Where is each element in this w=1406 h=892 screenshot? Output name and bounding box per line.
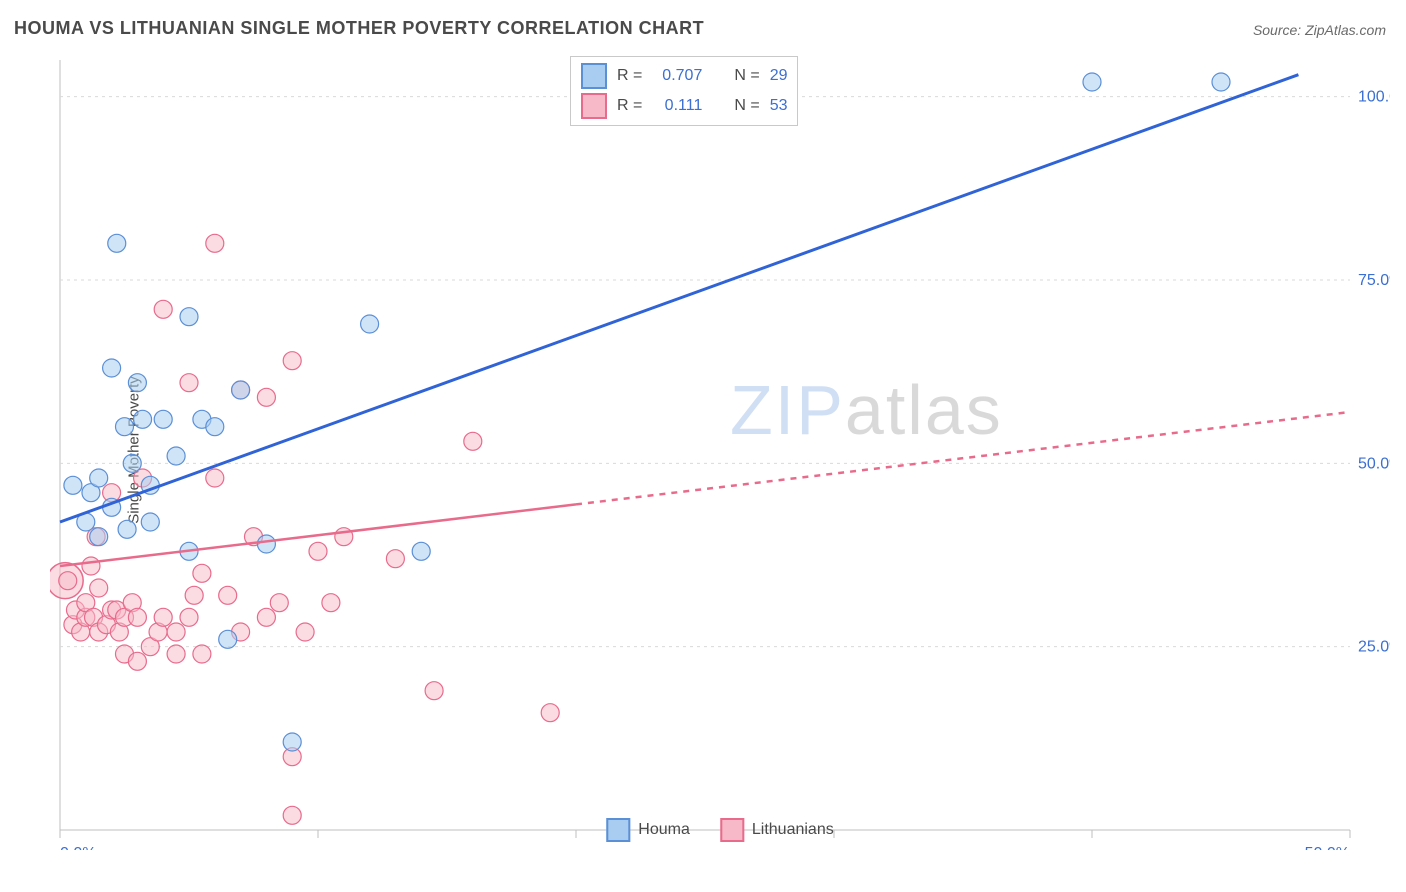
r-value: 0.707 xyxy=(652,67,702,85)
r-label: R = xyxy=(617,97,642,115)
legend-swatch xyxy=(606,818,630,842)
legend-row: R = 0.707 N = 29 xyxy=(581,61,787,91)
svg-text:50.0%: 50.0% xyxy=(1358,455,1390,472)
svg-text:25.0%: 25.0% xyxy=(1358,639,1390,656)
legend-item-lithuanians: Lithuanians xyxy=(720,818,834,842)
n-value: 53 xyxy=(770,97,788,115)
svg-text:0.0%: 0.0% xyxy=(60,845,96,850)
legend-label: Lithuanians xyxy=(752,821,834,839)
chart-title: HOUMA VS LITHUANIAN SINGLE MOTHER POVERT… xyxy=(14,18,704,39)
legend-swatch-lithuanians xyxy=(581,93,607,119)
n-label: N = xyxy=(734,67,759,85)
correlation-legend: R = 0.707 N = 29 R = 0.111 N = 53 xyxy=(570,56,798,126)
svg-text:100.0%: 100.0% xyxy=(1358,89,1390,106)
scatter-chart: 25.0% 50.0% 75.0% 100.0% 0.0% 50.0% xyxy=(50,50,1390,850)
legend-label: Houma xyxy=(638,821,690,839)
legend-swatch-houma xyxy=(581,63,607,89)
legend-item-houma: Houma xyxy=(606,818,690,842)
n-label: N = xyxy=(734,97,759,115)
legend-row: R = 0.111 N = 53 xyxy=(581,91,787,121)
svg-text:50.0%: 50.0% xyxy=(1305,845,1350,850)
r-label: R = xyxy=(617,67,642,85)
chart-container: Single Mother Poverty 25.0%50.0%75.0%100… xyxy=(50,50,1390,850)
legend-swatch xyxy=(720,818,744,842)
r-value: 0.111 xyxy=(652,97,702,115)
series-legend: Houma Lithuanians xyxy=(606,818,833,842)
svg-text:75.0%: 75.0% xyxy=(1358,272,1390,289)
n-value: 29 xyxy=(770,67,788,85)
source-label: Source: ZipAtlas.com xyxy=(1253,22,1386,38)
